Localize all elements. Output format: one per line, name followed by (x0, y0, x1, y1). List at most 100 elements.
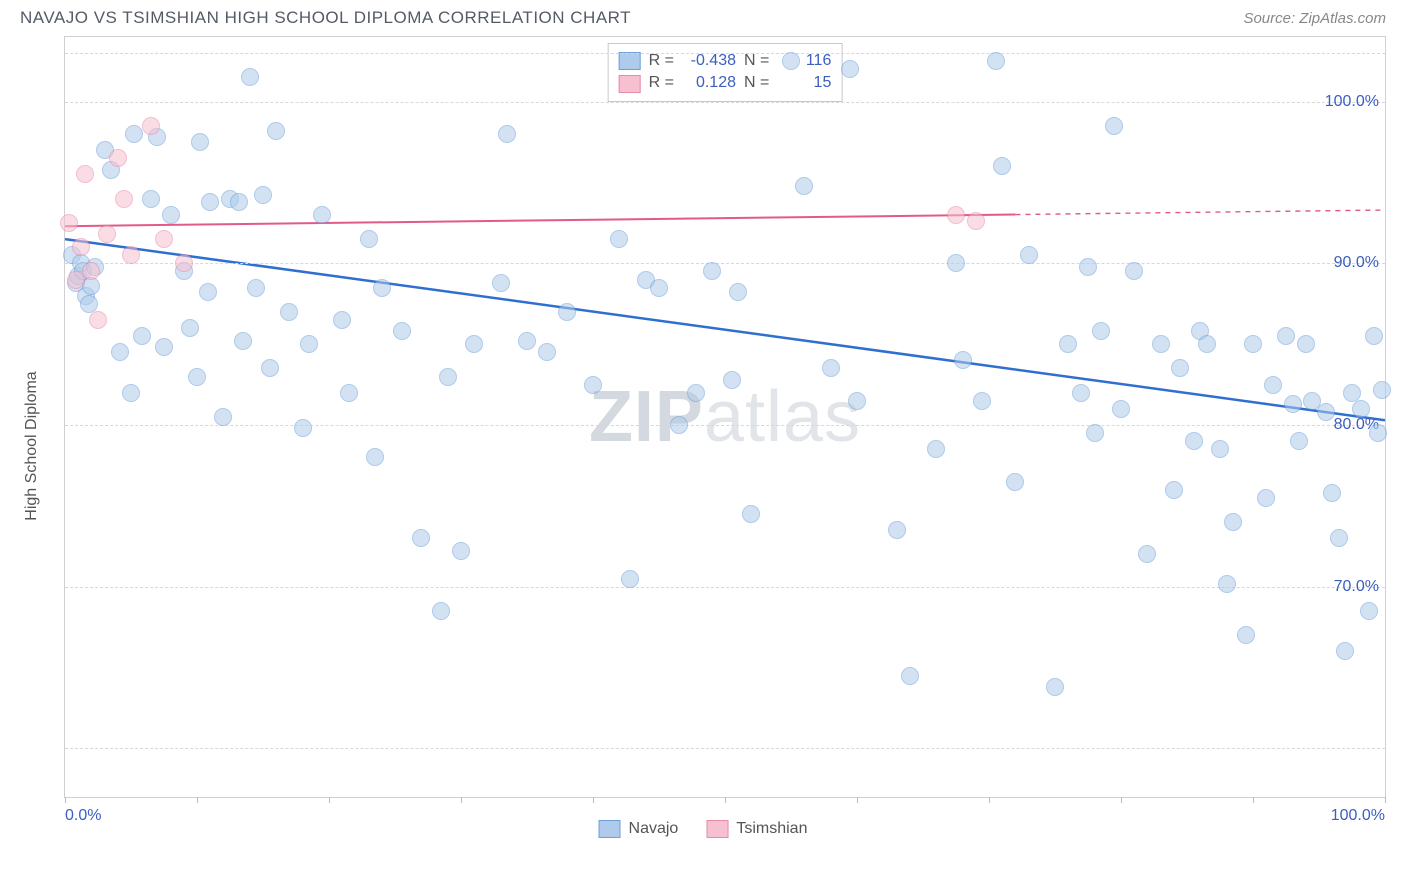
data-point-navajo (465, 335, 483, 353)
y-tick-label: 90.0% (1334, 254, 1379, 272)
x-tick (1121, 797, 1122, 803)
data-point-navajo (366, 448, 384, 466)
stats-legend-box: R = -0.438 N = 116 R = 0.128 N = 15 (608, 43, 843, 102)
data-point-navajo (300, 335, 318, 353)
data-point-navajo (901, 667, 919, 685)
data-point-navajo (360, 230, 378, 248)
data-point-navajo (1046, 678, 1064, 696)
x-tick (725, 797, 726, 803)
source-attribution: Source: ZipAtlas.com (1243, 10, 1386, 27)
x-tick (1253, 797, 1254, 803)
data-point-navajo (1244, 335, 1262, 353)
x-tick (1385, 797, 1386, 803)
x-tick (989, 797, 990, 803)
navajo-swatch-icon (599, 820, 621, 838)
data-point-tsimshian (98, 225, 116, 243)
data-point-navajo (670, 416, 688, 434)
data-point-navajo (987, 52, 1005, 70)
data-point-navajo (947, 254, 965, 272)
data-point-tsimshian (109, 149, 127, 167)
data-point-navajo (621, 570, 639, 588)
gridline-h (65, 587, 1385, 588)
data-point-navajo (373, 279, 391, 297)
y-axis-label: High School Diploma (23, 371, 41, 520)
data-point-navajo (1330, 529, 1348, 547)
gridline-h (65, 425, 1385, 426)
data-point-navajo (313, 206, 331, 224)
data-point-navajo (687, 384, 705, 402)
stats-row-tsimshian: R = 0.128 N = 15 (619, 72, 832, 94)
data-point-navajo (199, 283, 217, 301)
data-point-navajo (333, 311, 351, 329)
data-point-navajo (1352, 400, 1370, 418)
data-point-navajo (1317, 403, 1335, 421)
plot-area: ZIPatlas R = -0.438 N = 116 R = 0.128 N … (64, 36, 1386, 798)
trendline-navajo (65, 239, 1385, 420)
data-point-navajo (280, 303, 298, 321)
gridline-h (65, 53, 1385, 54)
data-point-navajo (201, 193, 219, 211)
data-point-navajo (538, 343, 556, 361)
data-point-navajo (234, 332, 252, 350)
trendline-dashed-tsimshian (1015, 210, 1385, 215)
tsimshian-n-value: 15 (777, 72, 831, 94)
data-point-tsimshian (142, 117, 160, 135)
data-point-navajo (795, 177, 813, 195)
data-point-navajo (1336, 642, 1354, 660)
data-point-navajo (1059, 335, 1077, 353)
data-point-navajo (294, 419, 312, 437)
data-point-navajo (133, 327, 151, 345)
data-point-navajo (452, 542, 470, 560)
data-point-navajo (241, 68, 259, 86)
x-tick (65, 797, 66, 803)
data-point-navajo (188, 368, 206, 386)
r-label: R = (649, 72, 674, 94)
data-point-tsimshian (82, 262, 100, 280)
data-point-navajo (254, 186, 272, 204)
data-point-navajo (111, 343, 129, 361)
data-point-navajo (432, 602, 450, 620)
data-point-navajo (1105, 117, 1123, 135)
data-point-navajo (1125, 262, 1143, 280)
data-point-navajo (742, 505, 760, 523)
data-point-navajo (247, 279, 265, 297)
data-point-navajo (125, 125, 143, 143)
data-point-navajo (181, 319, 199, 337)
data-point-tsimshian (155, 230, 173, 248)
data-point-navajo (927, 440, 945, 458)
data-point-navajo (191, 133, 209, 151)
data-point-tsimshian (76, 165, 94, 183)
gridline-h (65, 748, 1385, 749)
data-point-navajo (1198, 335, 1216, 353)
data-point-navajo (954, 351, 972, 369)
data-point-navajo (1020, 246, 1038, 264)
data-point-tsimshian (89, 311, 107, 329)
tsimshian-r-value: 0.128 (682, 72, 736, 94)
x-tick (461, 797, 462, 803)
data-point-navajo (1072, 384, 1090, 402)
data-point-navajo (1257, 489, 1275, 507)
data-point-navajo (1171, 359, 1189, 377)
header: NAVAJO VS TSIMSHIAN HIGH SCHOOL DIPLOMA … (0, 0, 1406, 32)
y-tick-label: 70.0% (1334, 578, 1379, 596)
data-point-navajo (142, 190, 160, 208)
tsimshian-swatch-icon (706, 820, 728, 838)
data-point-navajo (122, 384, 140, 402)
gridline-h (65, 102, 1385, 103)
data-point-navajo (1086, 424, 1104, 442)
data-point-navajo (584, 376, 602, 394)
data-point-navajo (1138, 545, 1156, 563)
data-point-tsimshian (967, 212, 985, 230)
data-point-navajo (782, 52, 800, 70)
chart-container: High School Diploma ZIPatlas R = -0.438 … (20, 36, 1386, 856)
data-point-navajo (1284, 395, 1302, 413)
data-point-navajo (261, 359, 279, 377)
chart-title: NAVAJO VS TSIMSHIAN HIGH SCHOOL DIPLOMA … (20, 8, 631, 28)
legend-item-tsimshian: Tsimshian (706, 820, 807, 838)
data-point-navajo (1365, 327, 1383, 345)
data-point-navajo (1224, 513, 1242, 531)
data-point-navajo (214, 408, 232, 426)
data-point-tsimshian (60, 214, 78, 232)
data-point-navajo (650, 279, 668, 297)
data-point-tsimshian (72, 238, 90, 256)
